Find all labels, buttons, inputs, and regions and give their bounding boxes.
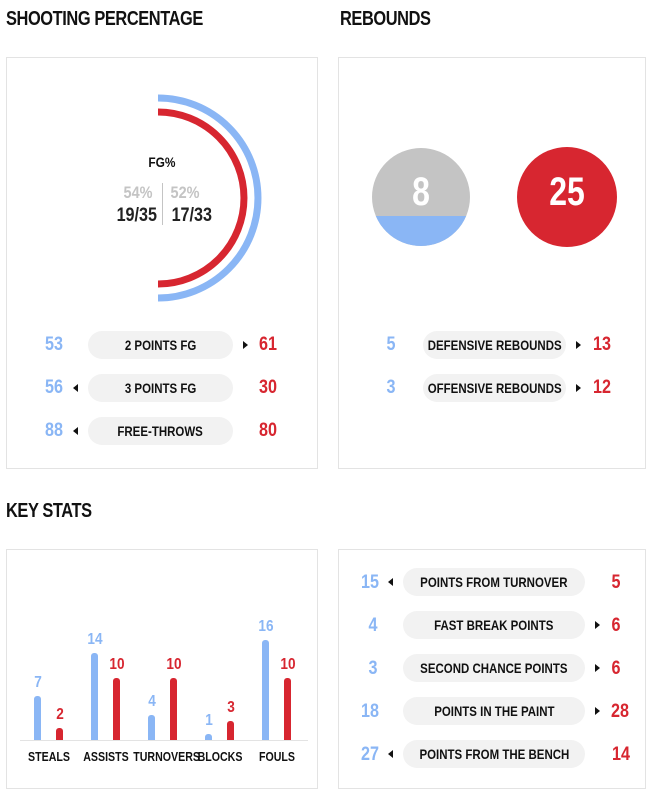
second-chance-points-left-value: 3 [368,658,378,679]
fast-break-points-arrow-right-icon [595,621,600,629]
two-points-right-value: 61 [259,334,277,355]
defensive-rebounds-arrow-right-icon [576,341,581,349]
defensive-rebounds-right-value: 13 [593,334,611,355]
three-points-left-value: 56 [45,377,63,398]
fg-arc-red [157,108,248,288]
bar-blocks-red [227,721,234,740]
category-label-blocks: BLOCKS [197,750,243,764]
bar-blocks-blue [205,733,212,740]
free-throws-arrow-left-icon [73,427,78,435]
points-from-bench-arrow-left-icon [388,750,393,758]
second-chance-points-arrow-right-icon [595,664,600,672]
fast-break-points-right-value: 6 [611,615,621,636]
two-points-arrow-right-icon [243,341,248,349]
points-in-paint-left-value: 18 [361,701,379,722]
offensive-rebounds-left-value: 3 [386,377,396,398]
key-stats-bar-chart: 7 2 STEALS 14 10 ASSISTS 4 10 TURNOVERS 1 3 BLOCKS 1… [6,549,318,789]
category-label-assists: ASSISTS [83,750,129,764]
defensive-rebounds-label: DEFENSIVE REBOUNDS [423,331,566,359]
fg-arc-chart [157,94,262,302]
bar-label-steals-red: 2 [56,705,64,723]
key-stats-title: KEY STATS [6,500,92,522]
rebounds-title: REBOUNDS [340,8,431,30]
rebounds-card [338,57,646,469]
bar-fouls-blue [262,640,269,740]
points-from-bench-left-value: 27 [361,744,379,765]
category-label-steals: STEALS [28,750,70,764]
category-label-turnovers: TURNOVERS [133,750,200,764]
category-label-fouls: FOULS [258,750,295,764]
bar-assists-blue [91,652,98,740]
fg-right-pct: 52% [170,183,200,202]
free-throws-right-value: 80 [259,420,277,441]
left-rebounds-total: 8 [412,170,430,214]
fg-right-made: 17/33 [171,205,212,226]
points-from-turnover-arrow-left-icon [388,578,393,586]
points-from-bench-right-value: 14 [612,744,630,765]
fg-label: FG% [148,154,176,170]
bar-fouls-red [284,677,291,740]
offensive-rebounds-arrow-right-icon [576,384,581,392]
right-rebounds-total: 25 [549,170,585,214]
offensive-rebounds-label: OFFENSIVE REBOUNDS [423,374,566,402]
fast-break-points-label: FAST BREAK POINTS [403,611,585,639]
three-points-right-value: 30 [259,377,277,398]
two-points-fg-label: 2 POINTS FG [88,331,233,359]
points-from-bench-label: POINTS FROM THE BENCH [403,740,585,768]
fg-left-pct: 54% [123,183,153,202]
fg-left-made: 19/35 [116,205,157,226]
three-points-fg-label: 3 POINTS FG [88,374,233,402]
bar-label-fouls-red: 10 [280,655,296,673]
bar-label-assists-blue: 14 [87,630,103,648]
left-rebounds-circle [372,148,470,246]
two-points-left-value: 53 [45,334,63,355]
second-chance-points-label: SECOND CHANCE POINTS [403,654,585,682]
points-from-turnover-label: POINTS FROM TURNOVER [403,568,585,596]
bar-steals-blue [34,696,41,740]
offensive-rebounds-right-value: 12 [593,377,611,398]
bar-turnovers-red [170,677,177,740]
fg-arc-blue [157,94,262,302]
points-from-turnover-right-value: 5 [611,572,621,593]
points-in-paint-right-value: 28 [611,701,629,722]
fast-break-points-left-value: 4 [368,615,378,636]
three-points-arrow-left-icon [73,384,78,392]
bar-label-blocks-red: 3 [227,699,235,717]
free-throws-label: FREE-THROWS [88,417,233,445]
bar-turnovers-blue [148,715,155,740]
bar-label-assists-red: 10 [109,655,125,673]
points-from-turnover-left-value: 15 [361,572,379,593]
chart-baseline [20,740,308,741]
points-in-paint-arrow-right-icon [595,707,600,715]
bar-assists-red [113,677,120,740]
second-chance-points-right-value: 6 [611,658,621,679]
bar-label-fouls-blue: 16 [258,618,274,635]
bar-label-steals-blue: 7 [34,674,42,692]
defensive-rebounds-left-value: 5 [386,334,396,355]
points-in-paint-label: POINTS IN THE PAINT [403,697,585,725]
bar-steals-red [56,727,63,740]
fg-divider [162,183,163,225]
free-throws-left-value: 88 [45,420,63,441]
right-rebounds-circle [517,147,617,247]
bar-label-blocks-blue: 1 [205,711,213,729]
bar-label-turnovers-blue: 4 [148,693,156,710]
bar-label-turnovers-red: 10 [166,655,182,673]
shooting-percentage-title: SHOOTING PERCENTAGE [6,8,203,30]
